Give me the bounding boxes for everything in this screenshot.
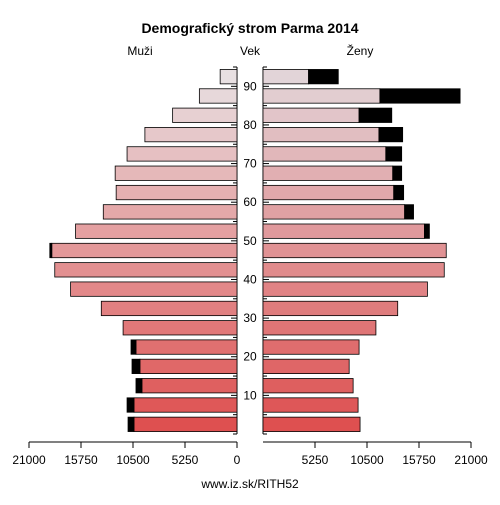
female-bar xyxy=(262,184,395,201)
female-excess-bar xyxy=(308,69,339,85)
age-tick-label: 60 xyxy=(243,195,257,209)
female-excess-bar xyxy=(393,184,405,201)
male-bar xyxy=(172,107,238,123)
male-bar xyxy=(54,262,238,278)
x-tick-label: 5250 xyxy=(302,453,329,467)
male-excess-bar xyxy=(49,242,53,259)
male-bar xyxy=(139,358,238,374)
male-bar xyxy=(51,242,238,259)
x-tick-label: 21000 xyxy=(12,453,46,467)
age-header: Vek xyxy=(240,44,261,58)
male-bar xyxy=(219,69,238,85)
female-excess-bar xyxy=(358,107,393,123)
female-bar xyxy=(262,358,350,374)
female-bar xyxy=(262,281,428,297)
male-bar xyxy=(100,300,238,317)
x-tick-label: 10500 xyxy=(350,453,384,467)
male-bar xyxy=(141,378,238,394)
female-bar xyxy=(262,242,447,259)
female-bar xyxy=(262,378,354,394)
ticks-layer: 10 20 30 40 50 60 70 80 90 21000 15750 10500 5250 0 52… xyxy=(12,79,488,467)
x-tick-label: 15750 xyxy=(64,453,98,467)
male-bar xyxy=(198,88,238,104)
female-bar xyxy=(262,204,406,220)
female-excess-bar xyxy=(404,204,414,220)
male-bar xyxy=(126,146,238,162)
female-bar xyxy=(262,165,394,181)
x-tick-label: 5250 xyxy=(172,453,199,467)
male-bar xyxy=(102,204,238,220)
male-bar xyxy=(133,397,238,413)
female-excess-bar xyxy=(378,127,404,143)
male-bar xyxy=(114,165,238,181)
female-bar xyxy=(262,397,359,413)
x-tick-label: 15750 xyxy=(402,453,436,467)
female-bar xyxy=(262,320,377,336)
x-tick-label: 0 xyxy=(234,453,241,467)
male-bar xyxy=(70,281,238,297)
female-bar xyxy=(262,223,425,239)
age-tick-label: 10 xyxy=(243,388,257,402)
male-bar xyxy=(115,184,238,201)
female-bar xyxy=(262,339,360,355)
female-bar xyxy=(262,300,399,317)
female-excess-bar xyxy=(385,146,403,162)
male-excess-bar xyxy=(127,416,135,432)
female-bar xyxy=(262,88,381,104)
male-bar xyxy=(144,127,238,143)
age-tick-label: 20 xyxy=(243,350,257,364)
bars-layer xyxy=(49,69,461,432)
x-tick-label: 10500 xyxy=(116,453,150,467)
female-excess-bar xyxy=(424,223,430,239)
female-bar xyxy=(262,262,445,278)
male-bar xyxy=(122,320,238,336)
source-footer: www.iz.sk/RITH52 xyxy=(200,477,299,491)
female-bar xyxy=(262,69,309,85)
male-header: Muži xyxy=(127,44,152,58)
age-tick-label: 90 xyxy=(243,79,257,93)
female-bar xyxy=(262,107,360,123)
male-bar xyxy=(133,416,238,432)
female-header: Ženy xyxy=(347,43,374,58)
male-excess-bar xyxy=(130,339,137,355)
age-tick-label: 50 xyxy=(243,234,257,248)
female-bar xyxy=(262,146,387,162)
female-bar xyxy=(262,127,380,143)
age-tick-label: 80 xyxy=(243,118,257,132)
female-bar xyxy=(262,416,361,432)
male-bar xyxy=(135,339,238,355)
age-tick-label: 30 xyxy=(243,311,257,325)
male-excess-bar xyxy=(131,358,141,374)
x-tick-label: 21000 xyxy=(454,453,488,467)
male-excess-bar xyxy=(135,378,143,394)
female-excess-bar xyxy=(392,165,403,181)
female-excess-bar xyxy=(379,88,461,104)
age-tick-label: 70 xyxy=(243,157,257,171)
male-excess-bar xyxy=(126,397,135,413)
male-bar xyxy=(75,223,238,239)
chart-title: Demografický strom Parma 2014 xyxy=(141,20,358,36)
age-tick-label: 40 xyxy=(243,272,257,286)
